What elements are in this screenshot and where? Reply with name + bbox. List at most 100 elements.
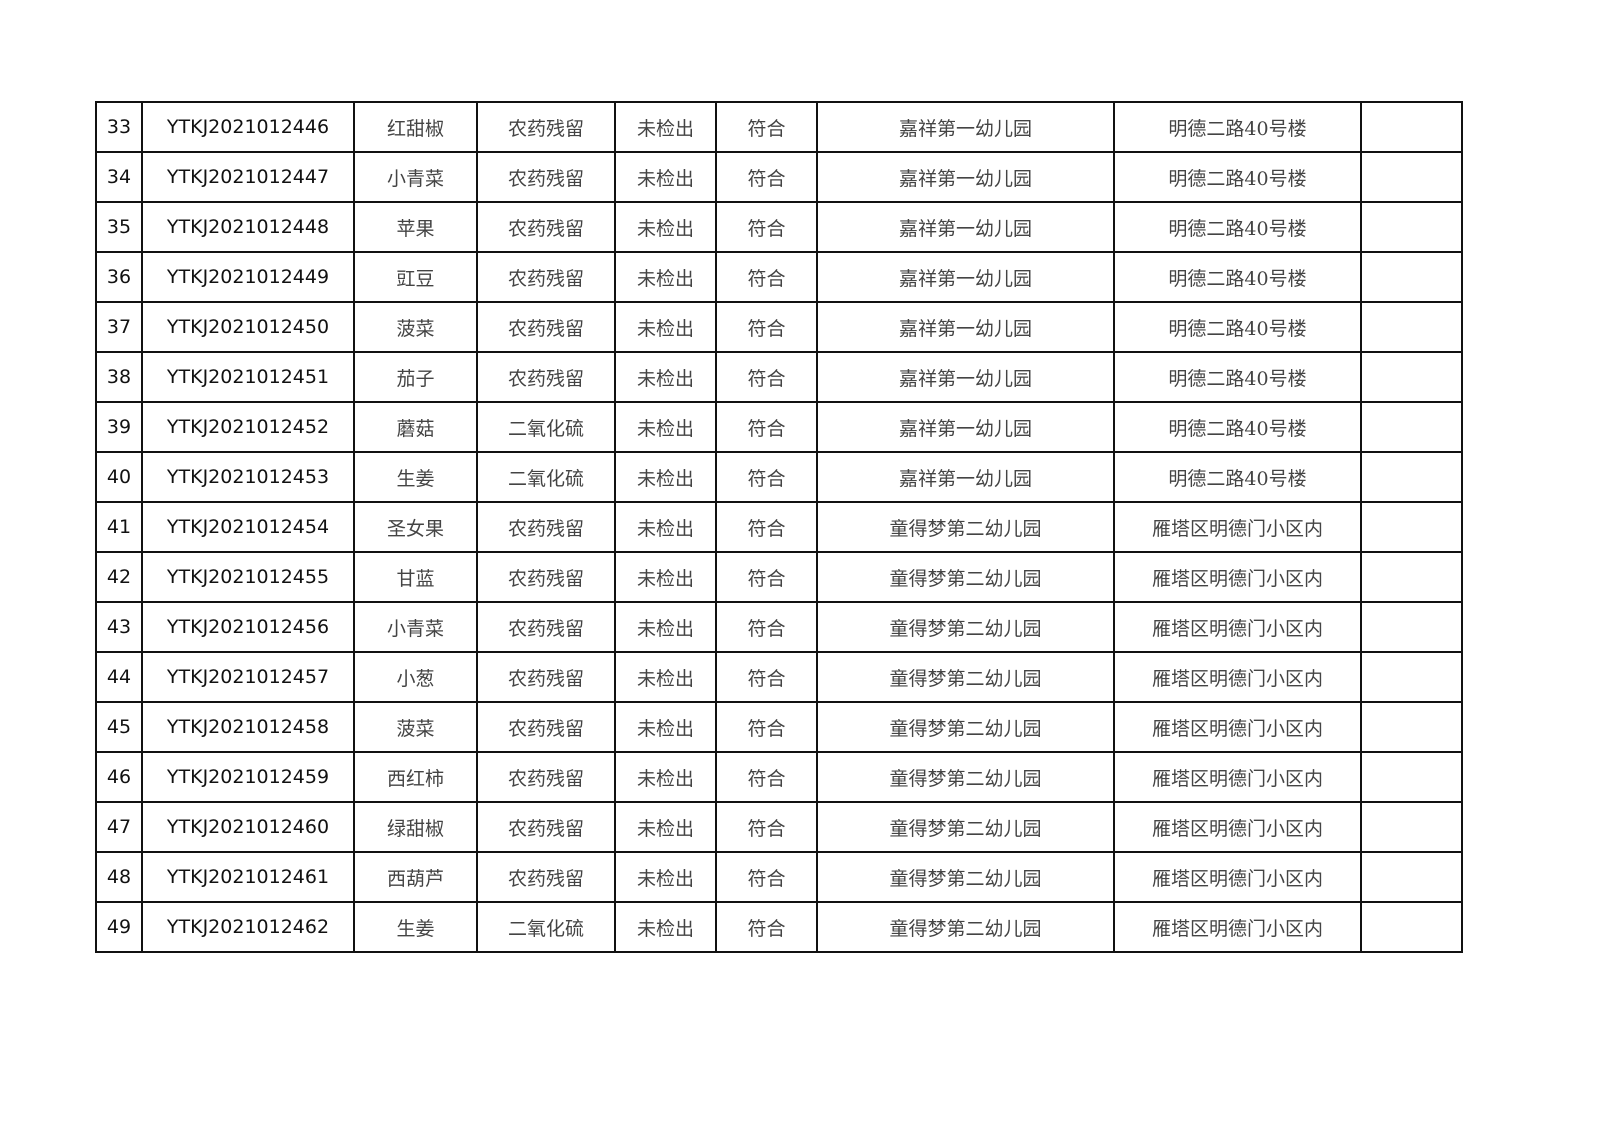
table-row: 35 YTKJ2021012448 苹果 农药残留 未检出 符合 嘉祥第一幼儿园 明德二路40…: [95, 201, 1463, 253]
sample-code-cell: YTKJ2021012446: [141, 101, 355, 153]
remarks-cell: [1360, 501, 1463, 553]
test-result-cell: 未检出: [614, 601, 717, 653]
table-row: 39 YTKJ2021012452 蘑菇 二氧化硫 未检出 符合 嘉祥第一幼儿园 明德二路40…: [95, 401, 1463, 453]
remarks-cell: [1360, 351, 1463, 403]
conclusion-cell: 符合: [715, 151, 818, 203]
unit-address-cell: 雁塔区明德门小区内: [1113, 601, 1362, 653]
table-row: 47 YTKJ2021012460 绿甜椒 农药残留 未检出 符合 童得梦第二幼儿园 雁塔区明…: [95, 801, 1463, 853]
sample-name-cell: 小葱: [353, 651, 478, 703]
sampling-unit-cell: 童得梦第二幼儿园: [816, 751, 1115, 803]
conclusion-cell: 符合: [715, 401, 818, 453]
unit-address-cell: 雁塔区明德门小区内: [1113, 801, 1362, 853]
unit-address-cell: 雁塔区明德门小区内: [1113, 501, 1362, 553]
table-row: 46 YTKJ2021012459 西红柿 农药残留 未检出 符合 童得梦第二幼儿园 雁塔区明…: [95, 751, 1463, 803]
table-row: 49 YTKJ2021012462 生姜 二氧化硫 未检出 符合 童得梦第二幼儿园 雁塔区明德…: [95, 901, 1463, 953]
test-result-cell: 未检出: [614, 351, 717, 403]
inspection-results-table: 33 YTKJ2021012446 红甜椒 农药残留 未检出 符合 嘉祥第一幼儿园 明德二路4…: [95, 101, 1463, 953]
sample-name-cell: 圣女果: [353, 501, 478, 553]
sample-code-cell: YTKJ2021012452: [141, 401, 355, 453]
remarks-cell: [1360, 151, 1463, 203]
sampling-unit-cell: 嘉祥第一幼儿园: [816, 301, 1115, 353]
sample-name-cell: 绿甜椒: [353, 801, 478, 853]
sampling-unit-cell: 嘉祥第一幼儿园: [816, 201, 1115, 253]
test-item-cell: 农药残留: [476, 551, 616, 603]
sampling-unit-cell: 童得梦第二幼儿园: [816, 851, 1115, 903]
sample-code-cell: YTKJ2021012454: [141, 501, 355, 553]
test-item-cell: 农药残留: [476, 801, 616, 853]
sample-code-cell: YTKJ2021012461: [141, 851, 355, 903]
remarks-cell: [1360, 201, 1463, 253]
row-number-cell: 35: [95, 201, 143, 253]
remarks-cell: [1360, 601, 1463, 653]
unit-address-cell: 明德二路40号楼: [1113, 451, 1362, 503]
sampling-unit-cell: 童得梦第二幼儿园: [816, 601, 1115, 653]
sample-code-cell: YTKJ2021012451: [141, 351, 355, 403]
conclusion-cell: 符合: [715, 801, 818, 853]
row-number-cell: 49: [95, 901, 143, 953]
sample-code-cell: YTKJ2021012462: [141, 901, 355, 953]
test-result-cell: 未检出: [614, 401, 717, 453]
test-result-cell: 未检出: [614, 801, 717, 853]
remarks-cell: [1360, 701, 1463, 753]
test-item-cell: 农药残留: [476, 151, 616, 203]
table-row: 34 YTKJ2021012447 小青菜 农药残留 未检出 符合 嘉祥第一幼儿园 明德二路4…: [95, 151, 1463, 203]
test-item-cell: 农药残留: [476, 651, 616, 703]
table-row: 38 YTKJ2021012451 茄子 农药残留 未检出 符合 嘉祥第一幼儿园 明德二路40…: [95, 351, 1463, 403]
sampling-unit-cell: 童得梦第二幼儿园: [816, 901, 1115, 953]
sampling-unit-cell: 嘉祥第一幼儿园: [816, 151, 1115, 203]
sample-code-cell: YTKJ2021012458: [141, 701, 355, 753]
table-row: 42 YTKJ2021012455 甘蓝 农药残留 未检出 符合 童得梦第二幼儿园 雁塔区明德…: [95, 551, 1463, 603]
sample-code-cell: YTKJ2021012453: [141, 451, 355, 503]
remarks-cell: [1360, 251, 1463, 303]
sample-code-cell: YTKJ2021012460: [141, 801, 355, 853]
test-item-cell: 农药残留: [476, 601, 616, 653]
row-number-cell: 33: [95, 101, 143, 153]
sampling-unit-cell: 嘉祥第一幼儿园: [816, 101, 1115, 153]
conclusion-cell: 符合: [715, 301, 818, 353]
test-result-cell: 未检出: [614, 901, 717, 953]
test-result-cell: 未检出: [614, 851, 717, 903]
row-number-cell: 39: [95, 401, 143, 453]
sample-name-cell: 苹果: [353, 201, 478, 253]
sample-code-cell: YTKJ2021012457: [141, 651, 355, 703]
sampling-unit-cell: 童得梦第二幼儿园: [816, 701, 1115, 753]
row-number-cell: 37: [95, 301, 143, 353]
conclusion-cell: 符合: [715, 701, 818, 753]
unit-address-cell: 雁塔区明德门小区内: [1113, 551, 1362, 603]
test-item-cell: 农药残留: [476, 751, 616, 803]
test-result-cell: 未检出: [614, 451, 717, 503]
unit-address-cell: 明德二路40号楼: [1113, 251, 1362, 303]
row-number-cell: 36: [95, 251, 143, 303]
sample-name-cell: 菠菜: [353, 701, 478, 753]
sample-name-cell: 红甜椒: [353, 101, 478, 153]
row-number-cell: 48: [95, 851, 143, 903]
remarks-cell: [1360, 851, 1463, 903]
test-item-cell: 农药残留: [476, 701, 616, 753]
test-item-cell: 农药残留: [476, 851, 616, 903]
test-result-cell: 未检出: [614, 151, 717, 203]
row-number-cell: 47: [95, 801, 143, 853]
unit-address-cell: 雁塔区明德门小区内: [1113, 751, 1362, 803]
row-number-cell: 44: [95, 651, 143, 703]
sample-code-cell: YTKJ2021012449: [141, 251, 355, 303]
test-item-cell: 农药残留: [476, 301, 616, 353]
unit-address-cell: 明德二路40号楼: [1113, 301, 1362, 353]
sample-name-cell: 茄子: [353, 351, 478, 403]
row-number-cell: 46: [95, 751, 143, 803]
test-item-cell: 农药残留: [476, 201, 616, 253]
sample-name-cell: 豇豆: [353, 251, 478, 303]
sample-name-cell: 小青菜: [353, 151, 478, 203]
sample-name-cell: 菠菜: [353, 301, 478, 353]
sampling-unit-cell: 嘉祥第一幼儿园: [816, 251, 1115, 303]
table-row: 45 YTKJ2021012458 菠菜 农药残留 未检出 符合 童得梦第二幼儿园 雁塔区明德…: [95, 701, 1463, 753]
sampling-unit-cell: 童得梦第二幼儿园: [816, 551, 1115, 603]
test-item-cell: 二氧化硫: [476, 401, 616, 453]
remarks-cell: [1360, 301, 1463, 353]
remarks-cell: [1360, 801, 1463, 853]
test-result-cell: 未检出: [614, 251, 717, 303]
table-row: 43 YTKJ2021012456 小青菜 农药残留 未检出 符合 童得梦第二幼儿园 雁塔区明…: [95, 601, 1463, 653]
sampling-unit-cell: 童得梦第二幼儿园: [816, 801, 1115, 853]
test-result-cell: 未检出: [614, 751, 717, 803]
test-result-cell: 未检出: [614, 201, 717, 253]
conclusion-cell: 符合: [715, 451, 818, 503]
